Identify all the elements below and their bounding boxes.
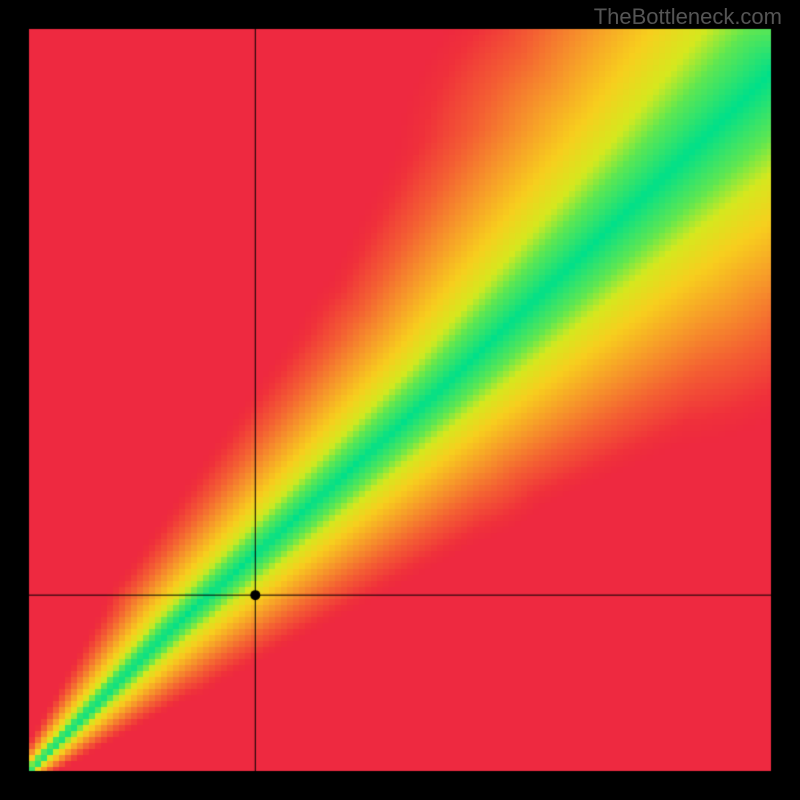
chart-container: TheBottleneck.com	[0, 0, 800, 800]
bottleneck-heatmap	[0, 0, 800, 800]
watermark-text: TheBottleneck.com	[594, 4, 782, 30]
